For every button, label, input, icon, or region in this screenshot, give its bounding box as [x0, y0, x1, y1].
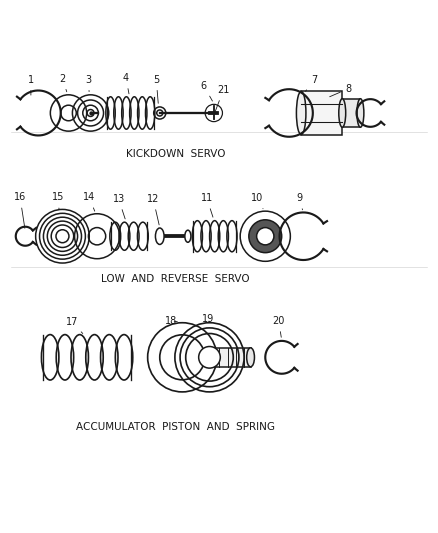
Text: 1: 1 — [28, 75, 34, 95]
Bar — [301, 91, 342, 135]
Text: 2: 2 — [59, 74, 67, 92]
Ellipse shape — [357, 99, 364, 127]
Text: ACCUMULATOR  PISTON  AND  SPRING: ACCUMULATOR PISTON AND SPRING — [76, 422, 275, 432]
Text: 20: 20 — [272, 316, 285, 337]
Ellipse shape — [339, 99, 346, 127]
Text: 12: 12 — [147, 194, 159, 225]
Text: 6: 6 — [201, 81, 212, 101]
Circle shape — [199, 346, 220, 368]
Text: 3: 3 — [85, 75, 92, 92]
Bar — [342, 99, 360, 127]
Text: 10: 10 — [251, 193, 263, 209]
Text: 14: 14 — [83, 192, 95, 211]
Text: 18: 18 — [165, 316, 177, 326]
Ellipse shape — [297, 91, 306, 135]
Text: 5: 5 — [153, 75, 159, 103]
Text: 17: 17 — [66, 317, 83, 334]
Text: LOW  AND  REVERSE  SERVO: LOW AND REVERSE SERVO — [102, 274, 250, 285]
Text: 11: 11 — [201, 193, 213, 217]
Circle shape — [249, 220, 282, 253]
Ellipse shape — [155, 228, 164, 245]
Bar — [209, 348, 251, 367]
Text: 21: 21 — [215, 85, 230, 112]
Text: 4: 4 — [123, 73, 129, 94]
Text: 7: 7 — [305, 75, 317, 91]
Ellipse shape — [247, 348, 254, 367]
Ellipse shape — [185, 230, 191, 243]
Text: KICKDOWN  SERVO: KICKDOWN SERVO — [126, 149, 226, 159]
Text: 8: 8 — [330, 84, 352, 97]
Circle shape — [257, 228, 274, 245]
Text: 19: 19 — [202, 313, 214, 324]
Text: 9: 9 — [296, 193, 303, 210]
Text: 13: 13 — [113, 194, 125, 219]
Text: 16: 16 — [14, 192, 26, 228]
Text: 15: 15 — [52, 192, 64, 209]
